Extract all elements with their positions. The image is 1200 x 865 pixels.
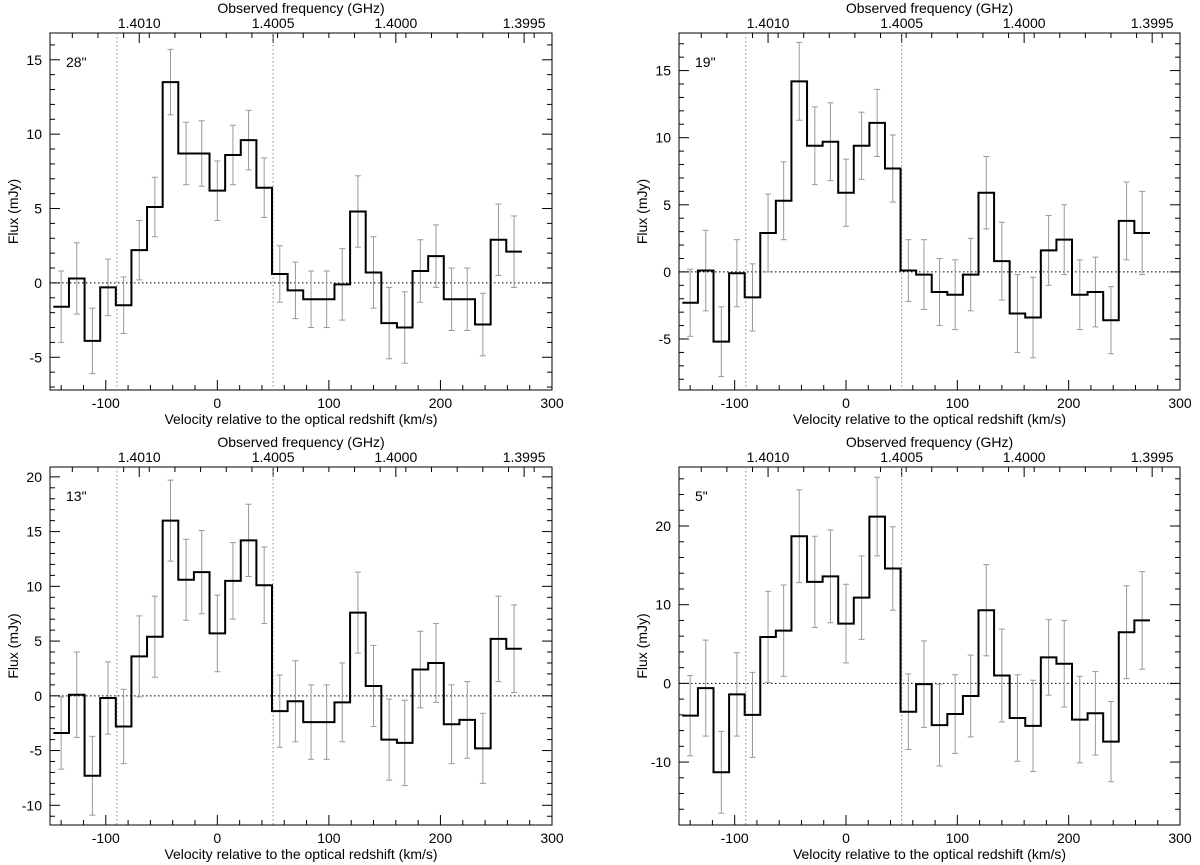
- top-tick-label: 1.3995: [1131, 15, 1174, 31]
- spectrum-panel-3: 1.4010 1.4005 1.4000 1.3995-100 0 100 200 300-1…: [5, 434, 564, 862]
- y-axis-title: Flux (mJy): [5, 613, 21, 678]
- x-tick-label: 200: [429, 395, 453, 411]
- x-axis-title: Velocity relative to the optical redshif…: [164, 846, 437, 862]
- x-tick-label: 0: [213, 830, 221, 846]
- aperture-label: 19": [695, 54, 716, 70]
- y-tick-label: 10: [655, 597, 671, 613]
- x-tick-label: 100: [946, 395, 970, 411]
- aperture-label: 13": [66, 488, 87, 504]
- y-tick-label: 0: [663, 264, 671, 280]
- y-tick-label: 10: [26, 126, 42, 142]
- y-tick-label: 5: [34, 201, 42, 217]
- x-axis-title: Velocity relative to the optical redshif…: [793, 411, 1066, 427]
- y-tick-label: 10: [655, 130, 671, 146]
- top-tick-label: 1.4005: [880, 449, 923, 465]
- top-tick-label: 1.4000: [1003, 15, 1046, 31]
- top-tick-label: 1.3995: [503, 15, 546, 31]
- y-tick-label: 20: [655, 518, 671, 534]
- x-tick-label: 300: [1168, 395, 1192, 411]
- flux-step-series: [53, 81, 522, 342]
- y-tick-label: -10: [22, 797, 42, 813]
- y-tick-label: 15: [655, 63, 671, 79]
- y-tick-label: -10: [651, 754, 671, 770]
- x-tick-label: 0: [842, 395, 850, 411]
- top-tick-label: 1.4010: [747, 15, 790, 31]
- top-tick-label: 1.4010: [747, 449, 790, 465]
- x-tick-label: 200: [1057, 395, 1081, 411]
- x-tick-label: 200: [429, 830, 453, 846]
- y-tick-label: 0: [34, 688, 42, 704]
- top-axis-title: Observed frequency (GHz): [846, 434, 1013, 450]
- plot-frame: [49, 466, 553, 826]
- spectrum-panel-4: 1.4010 1.4005 1.4000 1.3995-100 0 100 200 300-1…: [634, 434, 1192, 862]
- y-tick-label: 15: [26, 524, 42, 540]
- top-tick-label: 1.4000: [374, 449, 417, 465]
- x-tick-label: -100: [92, 395, 120, 411]
- top-tick-label: 1.4010: [118, 15, 161, 31]
- x-tick-label: 300: [540, 395, 564, 411]
- spectrum-panel-2: 1.4010 1.4005 1.4000 1.3995-100 0 100 200 300-5…: [634, 0, 1192, 427]
- y-axis-title: Flux (mJy): [5, 179, 21, 244]
- x-tick-label: 0: [842, 830, 850, 846]
- x-tick-label: 300: [1168, 830, 1192, 846]
- y-tick-label: -5: [30, 349, 43, 365]
- x-tick-label: 100: [946, 830, 970, 846]
- plot-frame: [678, 32, 1181, 391]
- flux-step-series: [682, 515, 1150, 774]
- top-tick-label: 1.4005: [880, 15, 923, 31]
- y-tick-label: 0: [663, 675, 671, 691]
- y-tick-label: 10: [26, 578, 42, 594]
- x-tick-label: -100: [721, 395, 749, 411]
- y-axis-title: Flux (mJy): [634, 613, 650, 678]
- aperture-label: 28": [66, 54, 87, 70]
- y-tick-label: -5: [30, 743, 43, 759]
- aperture-label: 5": [695, 488, 708, 504]
- x-tick-label: 200: [1057, 830, 1081, 846]
- x-tick-label: 100: [317, 395, 341, 411]
- top-axis-title: Observed frequency (GHz): [217, 434, 384, 450]
- x-axis-title: Velocity relative to the optical redshif…: [793, 846, 1066, 862]
- top-axis-title: Observed frequency (GHz): [846, 0, 1013, 16]
- top-tick-label: 1.4010: [118, 449, 161, 465]
- y-tick-label: 0: [34, 275, 42, 291]
- y-tick-label: 5: [663, 197, 671, 213]
- y-axis-title: Flux (mJy): [634, 179, 650, 244]
- top-tick-label: 1.4000: [1003, 449, 1046, 465]
- y-tick-label: 15: [26, 52, 42, 68]
- plot-frame: [49, 32, 553, 391]
- spectrum-panel-1: 1.4010 1.4005 1.4000 1.3995-100 0 100 200 300-5…: [5, 0, 564, 427]
- y-tick-label: -5: [659, 331, 672, 347]
- flux-step-series: [53, 519, 522, 777]
- top-axis-title: Observed frequency (GHz): [217, 0, 384, 16]
- x-tick-label: 100: [317, 830, 341, 846]
- top-tick-label: 1.4005: [252, 15, 295, 31]
- y-tick-label: 5: [34, 633, 42, 649]
- top-tick-label: 1.3995: [503, 449, 546, 465]
- plot-frame: [678, 466, 1181, 826]
- x-tick-label: 300: [540, 830, 564, 846]
- x-axis-title: Velocity relative to the optical redshif…: [164, 411, 437, 427]
- top-tick-label: 1.4005: [252, 449, 295, 465]
- x-tick-label: 0: [213, 395, 221, 411]
- top-tick-label: 1.4000: [374, 15, 417, 31]
- x-tick-label: -100: [92, 830, 120, 846]
- flux-step-series: [682, 80, 1150, 343]
- y-tick-label: 20: [26, 469, 42, 485]
- top-tick-label: 1.3995: [1131, 449, 1174, 465]
- x-tick-label: -100: [721, 830, 749, 846]
